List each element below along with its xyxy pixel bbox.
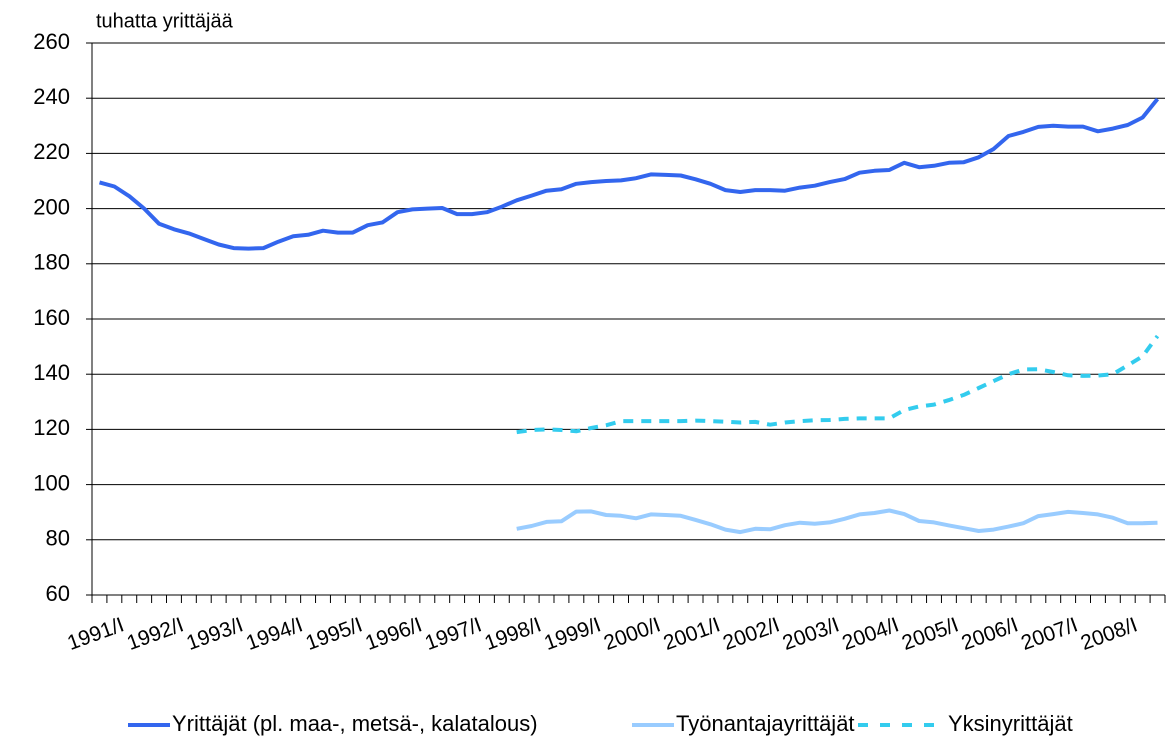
x-tick-label: 1999/I xyxy=(541,613,604,655)
x-tick-label: 2006/I xyxy=(958,613,1021,655)
x-tick-label: 1997/I xyxy=(422,613,485,655)
x-tick-label: 2002/I xyxy=(720,613,783,655)
series-line xyxy=(516,508,1158,535)
y-tick-label: 60 xyxy=(46,581,70,606)
x-tick-label: 1994/I xyxy=(243,613,306,655)
x-tick-label: 2003/I xyxy=(780,613,843,655)
legend-label: Yrittäjät (pl. maa-, metsä-, kalatalous) xyxy=(172,711,538,736)
y-tick-label: 180 xyxy=(33,250,70,275)
x-tick-label: 1993/I xyxy=(184,613,247,655)
legend-label: Työnantajayrittäjät xyxy=(676,711,855,736)
x-tick-label: 1996/I xyxy=(362,613,425,655)
y-tick-label: 140 xyxy=(33,360,70,385)
series-line xyxy=(98,97,1160,251)
y-tick-label: 260 xyxy=(33,29,70,54)
x-tick-label: 2008/I xyxy=(1078,613,1141,655)
x-tick-label: 1991/I xyxy=(64,613,127,655)
y-tick-label: 160 xyxy=(33,305,70,330)
x-tick-label: 2005/I xyxy=(899,613,962,655)
y-tick-label: 120 xyxy=(33,415,70,440)
y-tick-label: 80 xyxy=(46,526,70,551)
x-tick-label: 1995/I xyxy=(303,613,366,655)
y-tick-label: 100 xyxy=(33,470,70,495)
y-tick-label: 200 xyxy=(33,194,70,219)
x-tick-label: 2007/I xyxy=(1018,613,1081,655)
x-tick-label: 2000/I xyxy=(601,613,664,655)
x-tick-label: 1998/I xyxy=(482,613,545,655)
y-axis-label: tuhatta yrittäjää xyxy=(96,10,234,32)
x-tick-label: 2004/I xyxy=(839,613,902,655)
x-tick-label: 2001/I xyxy=(660,613,723,655)
y-tick-label: 240 xyxy=(33,84,70,109)
legend-label: Yksinyrittäjät xyxy=(948,711,1073,736)
y-tick-label: 220 xyxy=(33,139,70,164)
x-tick-label: 1992/I xyxy=(124,613,187,655)
series-line xyxy=(516,334,1160,435)
